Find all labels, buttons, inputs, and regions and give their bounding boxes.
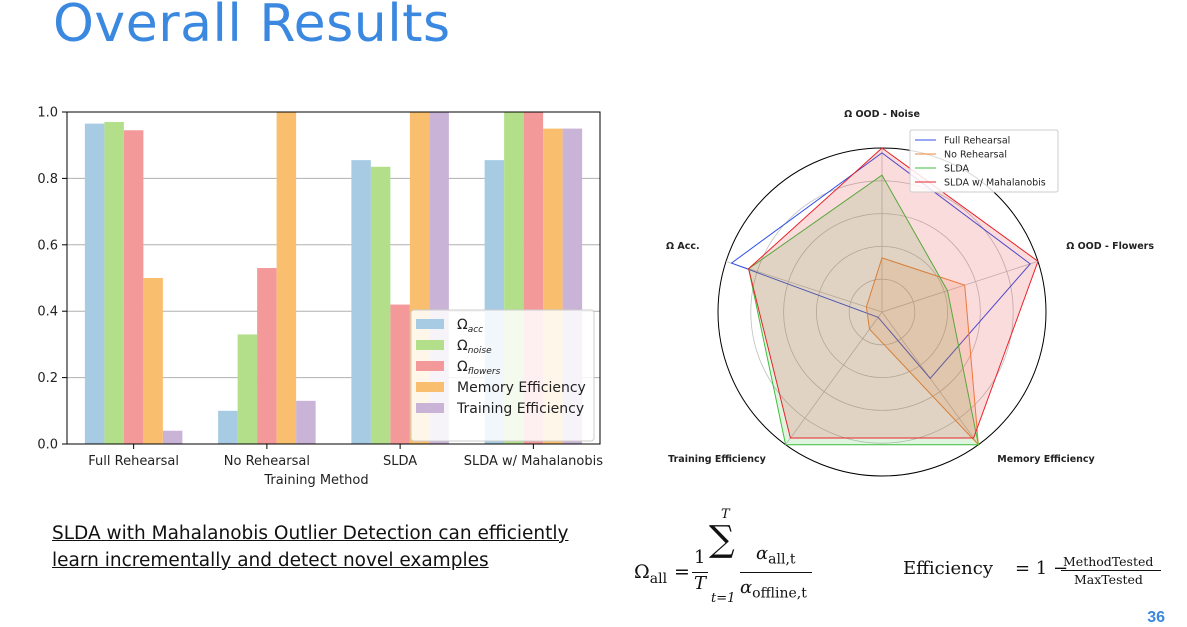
y-tick-label: 0.2 [37,371,58,386]
bar-4-2 [277,112,297,444]
bar-1-2 [218,411,238,444]
caption: SLDA with Mahalanobis Outlier Detection … [52,520,612,574]
formula-equals: = [674,561,690,583]
legend-swatch-1 [416,319,444,329]
y-tick-label: 0.8 [37,172,58,187]
bar-3-2 [257,268,277,444]
radar-axis-label-5: Ω Acc. [666,241,700,252]
radar-legend-label-3: SLDA [944,164,969,175]
formula-sum-lower: t=1 [711,591,735,606]
legend-box [411,310,594,441]
efficiency-denominator: MaxTested [1074,572,1143,587]
legend-swatch-2 [416,340,444,350]
fraction-line-2 [740,572,812,573]
x-tick-label: No Rehearsal [224,454,310,469]
bar-chart: 0.0 0.2 0.4 0.6 0.8 1.0 Full Rehearsal No Rehea… [30,100,610,500]
radar-legend-label-4: SLDA w/ Mahalanobis [944,178,1046,189]
bar-2-3 [371,167,391,444]
formula-sum: ∑ [709,519,735,560]
page-number: 36 [1147,609,1165,627]
slide-title: Overall Results [53,0,451,54]
radar-axis-label-3: Memory Efficiency [997,454,1095,465]
bar-1-1 [85,124,105,444]
y-tick-label: 0.0 [37,438,58,453]
bar-2-1 [104,122,124,444]
formula-numerator: αall,t [756,543,796,568]
legend-swatch-3 [416,361,444,371]
bar-3-3 [390,305,410,444]
efficiency-numerator: MethodTested [1063,554,1153,569]
y-tick-label: 1.0 [37,106,58,121]
radar-axis-label-1: Ω OOD - Noise [844,109,920,120]
bar-3-1 [124,130,144,444]
legend-swatch-4 [416,382,444,392]
efficiency-fraction-line [1061,570,1161,571]
formula-denominator: αoffline,t [740,577,807,602]
radar-legend: Full Rehearsal No Rehearsal SLDA SLDA w/ Ma… [910,130,1058,192]
bar-5-2 [296,401,316,444]
y-tick-label: 0.6 [37,238,58,253]
formula-one: 1 [694,547,705,568]
radar-legend-label-2: No Rehearsal [944,150,1007,161]
efficiency-formula: Efficiency = 1 − MethodTested MaxTested [903,550,1173,595]
efficiency-eq: = 1 − [1015,558,1068,579]
bar-2-2 [238,334,258,444]
omega-all-formula: Ωall = 1 T T ∑ t=1 αall,t αoffline,t [632,505,852,615]
x-axis-label: Training Method [263,473,368,488]
x-tick-label: SLDA w/ Mahalanobis [464,454,603,469]
radar-axis-label-4: Training Efficiency [668,454,766,465]
y-tick-label: 0.4 [37,305,58,320]
legend-label-5: Training Efficiency [456,401,584,417]
efficiency-lhs: Efficiency [903,558,993,579]
x-tick-label: SLDA [383,454,417,469]
radar-axis-label-2: Ω OOD - Flowers [1066,241,1154,252]
radar-chart: Ω OOD - Noise Ω OOD - Flowers Memory Effic… [640,100,1175,490]
bar-1-3 [351,160,371,444]
bar-4-1 [143,278,163,444]
bar-5-1 [163,431,183,444]
radar-legend-label-1: Full Rehearsal [944,136,1010,147]
legend-label-4: Memory Efficiency [457,380,586,396]
x-tick-label: Full Rehearsal [88,454,179,469]
formula-T: T [694,573,706,594]
legend-swatch-5 [416,403,444,413]
formula-lhs: Ωall [634,561,667,587]
